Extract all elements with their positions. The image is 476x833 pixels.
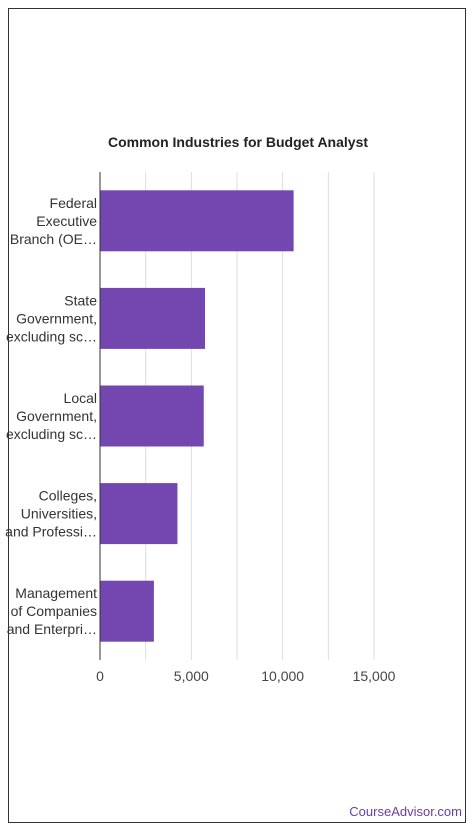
bar[interactable] (100, 190, 294, 252)
category-label: Federal Executive Branch (OE… (10, 195, 97, 247)
chart-frame (8, 8, 466, 823)
x-tick-label: 0 (96, 668, 104, 684)
x-tick-label: 5,000 (174, 668, 209, 684)
category-label: Local Government, excluding sc… (6, 390, 97, 442)
x-tick-labels: 0 5,000 10,000 15,000 (96, 668, 396, 684)
bar[interactable] (100, 580, 154, 642)
category-label: Colleges, Universities, and Professi… (5, 488, 97, 540)
bar[interactable] (100, 287, 206, 349)
bars (100, 190, 294, 642)
category-label: Management of Companies and Enterpri… (7, 585, 97, 637)
bar[interactable] (100, 483, 178, 545)
category-label: State Government, excluding sc… (6, 292, 97, 344)
category-labels: Federal Executive Branch (OE… State Governme… (5, 195, 97, 637)
courseadvisor-brand[interactable]: CourseAdvisor.com (349, 804, 462, 819)
chart-title: Common Industries for Budget Analyst (107, 134, 369, 150)
bar[interactable] (100, 385, 204, 447)
x-tick-label: 15,000 (353, 668, 396, 684)
x-tick-label: 10,000 (261, 668, 304, 684)
